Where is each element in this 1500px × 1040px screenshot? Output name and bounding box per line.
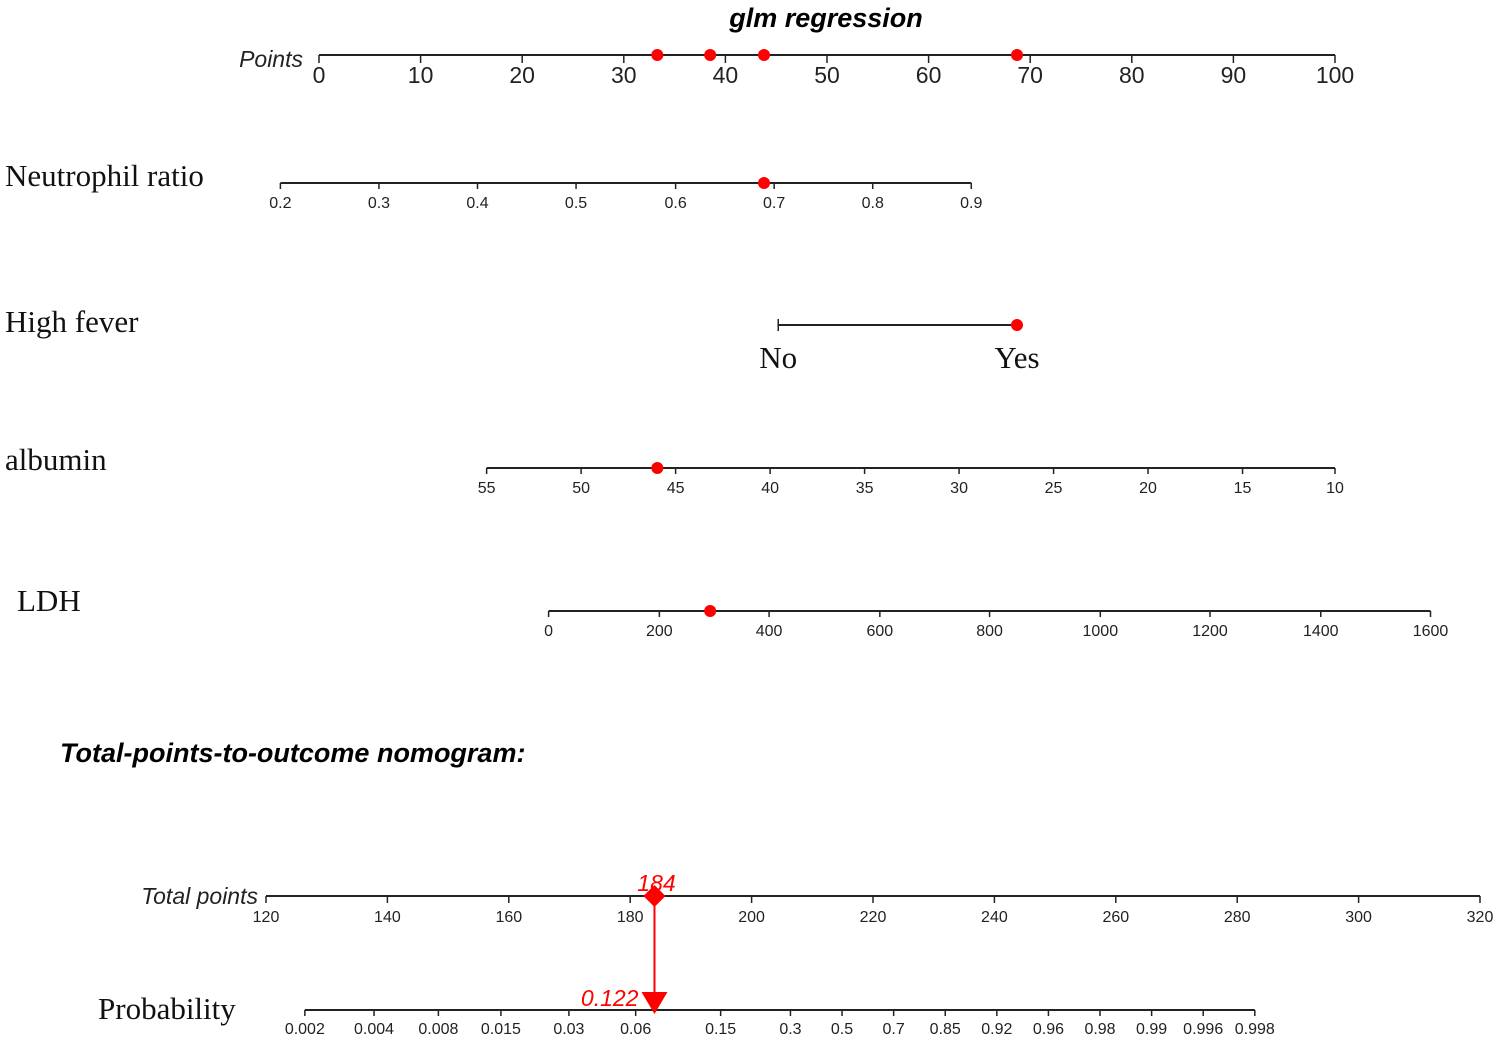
- albumin-tick-label: 30: [950, 480, 968, 497]
- total-points-tick-label: 320: [1467, 909, 1494, 926]
- neutrophil-ratio-tick-label: 0.5: [565, 195, 587, 212]
- probability-tick-label: 0.15: [705, 1021, 736, 1038]
- ldh-tick-label: 800: [976, 623, 1003, 640]
- probability-value-marker: [641, 992, 668, 1014]
- total-points-tick-label: 240: [981, 909, 1008, 926]
- neutrophil-ratio-tick-label: 0.2: [269, 195, 291, 212]
- total-points-tick-label: 220: [860, 909, 887, 926]
- high-fever-tick-label: No: [759, 340, 797, 375]
- probability-tick-label: 0.06: [620, 1021, 651, 1038]
- points-axis-tick-label: 40: [713, 62, 739, 88]
- albumin-marker: [651, 462, 664, 474]
- points-axis-tick-label: 30: [611, 62, 637, 88]
- probability-axis-label: Probability: [98, 991, 236, 1026]
- high-fever-marker: [1010, 319, 1023, 331]
- albumin-tick-label: 10: [1326, 480, 1344, 497]
- points-axis-tick-label: 50: [814, 62, 840, 88]
- probability-tick-label: 0.5: [831, 1021, 853, 1038]
- albumin-tick-label: 25: [1045, 480, 1063, 497]
- chart-title: glm regression: [728, 3, 923, 33]
- albumin-tick-label: 50: [572, 480, 590, 497]
- total-points-tick-label: 280: [1224, 909, 1251, 926]
- albumin-tick-label: 35: [856, 480, 874, 497]
- albumin-tick-label: 40: [761, 480, 779, 497]
- points-axis-label: Points: [239, 46, 303, 72]
- probability-tick-label: 0.3: [779, 1021, 801, 1038]
- probability-value-label: 0.122: [581, 985, 639, 1011]
- high-fever-label: High fever: [5, 304, 139, 339]
- neutrophil-ratio-tick-label: 0.9: [960, 195, 982, 212]
- albumin-tick-label: 45: [667, 480, 685, 497]
- probability-tick-label: 0.7: [883, 1021, 905, 1038]
- neutrophil-ratio-tick-label: 0.3: [368, 195, 390, 212]
- points-axis-tick-label: 100: [1316, 62, 1354, 88]
- neutrophil-ratio-label: Neutrophil ratio: [5, 158, 204, 193]
- probability-tick-label: 0.008: [418, 1021, 458, 1038]
- probability-tick-label: 0.92: [981, 1021, 1012, 1038]
- high-fever-tick-label: Yes: [994, 340, 1039, 375]
- probability-tick-label: 0.004: [354, 1021, 394, 1038]
- ldh-tick-label: 1200: [1192, 623, 1228, 640]
- albumin-tick-label: 55: [478, 480, 496, 497]
- points-axis-tick-label: 90: [1221, 62, 1247, 88]
- points-axis-tick-label: 20: [509, 62, 535, 88]
- probability-tick-label: 0.99: [1136, 1021, 1167, 1038]
- probability-tick-label: 0.03: [553, 1021, 584, 1038]
- ldh-tick-label: 200: [646, 623, 673, 640]
- ldh-tick-label: 600: [866, 623, 893, 640]
- ldh-tick-label: 1600: [1413, 623, 1449, 640]
- neutrophil-ratio-marker: [758, 177, 771, 189]
- points-axis-tick-label: 60: [916, 62, 942, 88]
- total-points-tick-label: 260: [1102, 909, 1129, 926]
- points-axis-marker: [758, 49, 771, 61]
- neutrophil-ratio-tick-label: 0.8: [862, 195, 884, 212]
- neutrophil-ratio-tick-label: 0.4: [466, 195, 488, 212]
- points-axis-tick-label: 0: [313, 62, 326, 88]
- total-points-axis-label: Total points: [141, 883, 258, 909]
- ldh-tick-label: 400: [756, 623, 783, 640]
- neutrophil-ratio-tick-label: 0.7: [763, 195, 785, 212]
- probability-tick-label: 0.996: [1183, 1021, 1223, 1038]
- points-axis-tick-label: 70: [1017, 62, 1043, 88]
- ldh-tick-label: 0: [544, 623, 553, 640]
- probability-tick-label: 0.015: [481, 1021, 521, 1038]
- probability-tick-label: 0.98: [1084, 1021, 1115, 1038]
- outcome-section-title: Total-points-to-outcome nomogram:: [60, 738, 525, 768]
- probability-tick-label: 0.998: [1235, 1021, 1275, 1038]
- total-points-value-marker: [643, 885, 666, 907]
- probability-tick-label: 0.002: [285, 1021, 325, 1038]
- points-axis-marker: [704, 49, 717, 61]
- total-points-value-label: 184: [637, 870, 675, 896]
- points-axis-marker: [651, 49, 664, 61]
- ldh-label: LDH: [17, 583, 81, 618]
- ldh-tick-label: 1000: [1083, 623, 1119, 640]
- albumin-label: albumin: [5, 442, 107, 477]
- points-axis-marker: [1010, 49, 1023, 61]
- probability-tick-label: 0.96: [1033, 1021, 1064, 1038]
- total-points-tick-label: 140: [374, 909, 401, 926]
- points-axis-tick-label: 80: [1119, 62, 1145, 88]
- total-points-tick-label: 180: [617, 909, 644, 926]
- points-axis-tick-label: 10: [408, 62, 434, 88]
- ldh-marker: [704, 605, 717, 617]
- total-points-tick-label: 200: [738, 909, 765, 926]
- neutrophil-ratio-tick-label: 0.6: [664, 195, 686, 212]
- total-points-tick-label: 160: [495, 909, 522, 926]
- ldh-tick-label: 1400: [1303, 623, 1339, 640]
- albumin-tick-label: 20: [1139, 480, 1157, 497]
- albumin-tick-label: 15: [1234, 480, 1252, 497]
- total-points-tick-label: 120: [253, 909, 280, 926]
- total-points-tick-label: 300: [1345, 909, 1372, 926]
- probability-tick-label: 0.85: [930, 1021, 961, 1038]
